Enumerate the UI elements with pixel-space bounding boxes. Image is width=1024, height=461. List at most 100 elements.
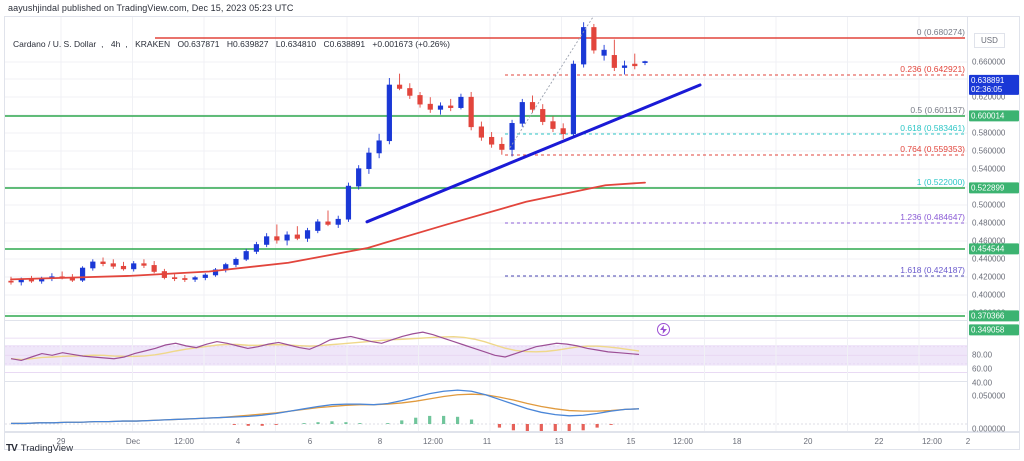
candle-body bbox=[304, 230, 311, 239]
candle-body bbox=[611, 55, 617, 68]
candle-body bbox=[325, 221, 331, 225]
price-chart-svg bbox=[5, 17, 969, 319]
legend-high: H0.639827 bbox=[226, 39, 269, 49]
macd-pane[interactable] bbox=[5, 381, 969, 431]
macd-histogram-bar bbox=[525, 424, 529, 431]
macd-histogram-bar bbox=[330, 421, 334, 424]
macd-histogram-bar bbox=[595, 424, 599, 428]
flash-icon[interactable] bbox=[657, 323, 670, 336]
candle-body bbox=[274, 236, 280, 241]
legend-low: L0.634810 bbox=[275, 39, 317, 49]
candle-body bbox=[570, 63, 577, 135]
price-pane[interactable] bbox=[5, 17, 969, 319]
price-axis-badge: 0.349058 bbox=[969, 324, 1019, 336]
candle-body bbox=[632, 63, 638, 67]
candle-body bbox=[560, 128, 566, 135]
legend-close: C0.638891 bbox=[323, 39, 366, 49]
candle-body bbox=[172, 277, 178, 280]
macd-histogram-bar bbox=[428, 415, 432, 424]
candle-body bbox=[540, 109, 546, 122]
candle-body bbox=[151, 265, 157, 272]
price-axis[interactable]: USD 0.6600000.6400000.6200000.6000000.58… bbox=[967, 17, 1019, 434]
candle-body bbox=[8, 280, 14, 283]
rsi-line bbox=[10, 331, 640, 362]
legend-symbol: Cardano / U. S. Dollar bbox=[13, 39, 97, 49]
candle-body bbox=[264, 236, 270, 245]
price-axis-tick: 0.000000 bbox=[972, 424, 1006, 434]
macd-histogram-bar bbox=[455, 416, 460, 424]
fibonacci-level-label: 0.618 (0.583461) bbox=[900, 123, 965, 133]
time-axis-tick: 13 bbox=[554, 437, 564, 446]
candle-body bbox=[396, 84, 403, 89]
candle-body bbox=[427, 103, 433, 110]
time-axis-tick: 18 bbox=[732, 437, 742, 446]
time-axis[interactable]: 29 Dec 12:00 4 6 8 12:00 11 13 15 12:00 18 20 22 12:00… bbox=[4, 432, 1020, 450]
candle-body bbox=[621, 65, 628, 68]
time-axis-tick: 12:00 bbox=[921, 437, 943, 446]
legend-interval: 4h bbox=[110, 39, 121, 49]
candle-body bbox=[550, 121, 556, 129]
time-axis-tick: 15 bbox=[626, 437, 636, 446]
macd-histogram-bar bbox=[442, 415, 446, 424]
price-axis-tick: 60.00 bbox=[972, 364, 993, 374]
candle-body bbox=[489, 136, 495, 145]
macd-histogram-bar bbox=[567, 424, 571, 431]
candle-body bbox=[519, 102, 525, 124]
time-axis-tick: 4 bbox=[235, 437, 241, 446]
macd-histogram-bar bbox=[386, 423, 390, 424]
time-axis-tick: 11 bbox=[482, 437, 492, 446]
macd-histogram-bar bbox=[581, 424, 585, 431]
macd-histogram-bar bbox=[358, 423, 362, 424]
candle-body bbox=[202, 274, 208, 278]
candle-body bbox=[253, 244, 260, 252]
time-axis-tick: 6 bbox=[307, 437, 313, 446]
candle-body bbox=[591, 27, 597, 51]
candle-body bbox=[243, 251, 249, 260]
candle-body bbox=[182, 278, 188, 280]
macd-histogram-bar bbox=[302, 423, 306, 424]
price-axis-tick: 80.00 bbox=[972, 350, 993, 360]
candle-body bbox=[478, 126, 484, 138]
time-axis-tick: 12:00 bbox=[173, 437, 195, 446]
price-axis-tick: 0.440000 bbox=[972, 254, 1006, 264]
candle-body bbox=[529, 102, 536, 110]
macd-histogram-bar bbox=[469, 419, 474, 424]
candle-body bbox=[376, 140, 382, 154]
candle-body bbox=[366, 152, 372, 169]
price-axis-tick: 0.050000 bbox=[972, 391, 1006, 401]
macd-histogram-bar bbox=[260, 424, 264, 426]
time-axis-tick: 12:00 bbox=[672, 437, 694, 446]
candle-body bbox=[192, 277, 198, 280]
price-axis-tick: 0.400000 bbox=[972, 290, 1006, 300]
candle-body bbox=[458, 96, 464, 108]
candle-body bbox=[100, 261, 106, 264]
price-axis-badge: 0.522899 bbox=[969, 182, 1019, 194]
chart-frame[interactable]: Cardano / U. S. Dollar, 4h, KRAKEN O0.63… bbox=[4, 16, 1020, 434]
fibonacci-level-label: 1 (0.522000) bbox=[916, 177, 965, 187]
ohlc-legend: Cardano / U. S. Dollar, 4h, KRAKEN O0.63… bbox=[13, 39, 450, 49]
macd-line bbox=[11, 389, 640, 425]
candle-body bbox=[110, 263, 116, 267]
price-axis-badge: 0.370366 bbox=[969, 310, 1019, 322]
price-axis-badge: 0.600014 bbox=[969, 110, 1019, 122]
rsi-pane[interactable] bbox=[5, 320, 969, 380]
fibonacci-level-label: 0.236 (0.642921) bbox=[900, 64, 965, 74]
rsi-chart-svg bbox=[5, 321, 969, 380]
candle-body bbox=[212, 269, 219, 276]
price-axis-tick: 0.500000 bbox=[972, 200, 1006, 210]
time-axis-tick: 2 bbox=[965, 437, 971, 446]
time-axis-tick: 22 bbox=[874, 437, 884, 446]
legend-change: +0.001673 (+0.26%) bbox=[372, 39, 450, 49]
time-axis-tick: 29 bbox=[56, 437, 66, 446]
macd-histogram-bar bbox=[274, 424, 278, 425]
candle-body bbox=[601, 49, 607, 56]
tradingview-logo-icon: TV bbox=[6, 443, 18, 454]
macd-signal-line bbox=[11, 393, 640, 425]
legend-exchange: KRAKEN bbox=[135, 39, 171, 49]
price-axis-tick: 0.540000 bbox=[972, 164, 1006, 174]
candle-body bbox=[581, 27, 587, 65]
candle-body bbox=[345, 185, 352, 220]
candle-body bbox=[642, 61, 648, 63]
trendline-dotted bbox=[509, 17, 594, 148]
macd-histogram-bar bbox=[553, 424, 557, 431]
